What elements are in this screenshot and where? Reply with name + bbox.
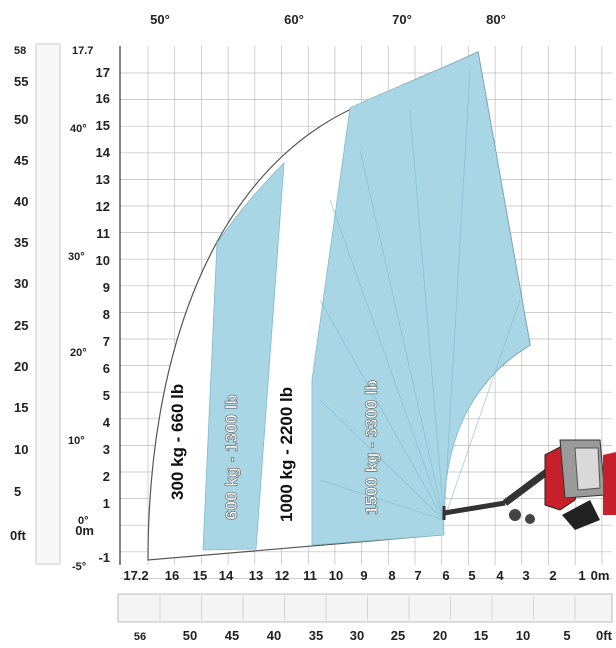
- reach-m-tick: 14: [219, 568, 234, 583]
- height-m-tick: 4: [103, 415, 111, 430]
- height-m-tick: 2: [103, 469, 110, 484]
- height-ft-tick: 0ft: [10, 528, 27, 543]
- angle-label-side: 0°: [78, 515, 89, 527]
- height-m-tick: 10: [96, 253, 110, 268]
- height-ft-tick: 40: [14, 194, 28, 209]
- height-m-tick: 17.7: [72, 45, 93, 57]
- height-m-tick: 12: [96, 199, 110, 214]
- zone-label-1000kg: 1000 kg - 2200 lb: [277, 387, 296, 522]
- angle-label-side: 10°: [68, 435, 85, 447]
- zone-1500kg: [311, 51, 531, 546]
- zone-label-1500kg: 1500 kg - 3300 lb: [362, 380, 381, 515]
- height-ft-tick: 58: [14, 45, 26, 57]
- angle-label-side: 40°: [70, 123, 87, 135]
- height-ft-bar: [35, 43, 61, 565]
- height-ft-tick: 10: [14, 442, 28, 457]
- height-ft-tick: 50: [14, 112, 28, 127]
- reach-m-tick: 8: [388, 568, 395, 583]
- height-ft-tick: 45: [14, 153, 28, 168]
- reach-m-tick: 15: [193, 568, 207, 583]
- height-ft-tick: 20: [14, 359, 28, 374]
- reach-m-tick: 16: [165, 568, 179, 583]
- zone-600kg: [202, 161, 285, 551]
- angle-label-top: 70°: [392, 12, 412, 27]
- envelope-rays: [319, 69, 521, 521]
- reach-m-tick: 3: [522, 568, 529, 583]
- reach-ft-tick: 20: [433, 628, 447, 643]
- angle-label-top: 60°: [284, 12, 304, 27]
- height-m-tick: 11: [96, 226, 110, 241]
- reach-m-tick: 9: [360, 568, 367, 583]
- height-m-tick: 15: [96, 118, 110, 133]
- reach-m-tick: 11: [303, 568, 317, 583]
- height-ft-tick: 25: [14, 318, 28, 333]
- reach-m-tick: 17.2: [123, 568, 148, 583]
- reach-ft-tick: 56: [134, 631, 146, 643]
- reach-ft-tick: 45: [225, 628, 239, 643]
- reach-m-tick: 0m: [591, 568, 610, 583]
- reach-ft-tick: 5: [563, 628, 570, 643]
- height-m-tick: -1: [98, 550, 110, 565]
- angle-label-top: 80°: [486, 12, 506, 27]
- angle-label-side: -5°: [72, 561, 86, 573]
- reach-ft-tick: 30: [350, 628, 364, 643]
- reach-m-tick: 6: [442, 568, 449, 583]
- height-ft-tick: 5: [14, 484, 21, 499]
- height-ft-tick: 55: [14, 74, 28, 89]
- height-m-tick: 0m: [75, 523, 94, 538]
- height-m-tick: 7: [103, 334, 110, 349]
- height-m-tick: 16: [96, 91, 110, 106]
- height-m-tick: 1: [103, 496, 110, 511]
- reach-ft-tick: 40: [267, 628, 281, 643]
- reach-ft-tick: 25: [391, 628, 405, 643]
- height-m-tick: 8: [103, 307, 110, 322]
- reach-ft-tick: 0ft: [596, 628, 613, 643]
- reach-ft-tick: 35: [309, 628, 323, 643]
- reach-ft-bar: [117, 593, 613, 623]
- reach-m-tick: 4: [496, 568, 504, 583]
- height-m-tick: 17: [96, 65, 110, 80]
- reach-ft-tick: 10: [516, 628, 530, 643]
- height-m-tick: 3: [103, 442, 110, 457]
- zone-label-600kg: 600 kg - 1300 lb: [222, 394, 241, 520]
- height-m-tick: 13: [96, 172, 110, 187]
- angle-label-side: 20°: [70, 347, 87, 359]
- height-m-tick: 9: [103, 280, 110, 295]
- height-ft-tick: 15: [14, 400, 28, 415]
- reach-m-tick: 2: [549, 568, 556, 583]
- height-ft-tick: 30: [14, 276, 28, 291]
- telehandler-machine: [442, 439, 616, 530]
- height-m-tick: 14: [96, 145, 111, 160]
- reach-m-tick: 1: [578, 568, 585, 583]
- reach-ft-tick: 15: [474, 628, 488, 643]
- height-m-tick: 6: [103, 361, 110, 376]
- zone-label-300kg: 300 kg - 660 lb: [168, 384, 187, 500]
- reach-m-tick: 5: [468, 568, 475, 583]
- reach-m-tick: 10: [329, 568, 343, 583]
- reach-ft-tick: 50: [183, 628, 197, 643]
- angle-label-side: 30°: [68, 251, 85, 263]
- reach-m-tick: 7: [414, 568, 421, 583]
- angle-label-top: 50°: [150, 12, 170, 27]
- reach-m-tick: 13: [249, 568, 263, 583]
- height-m-tick: 5: [103, 388, 110, 403]
- reach-m-tick: 12: [275, 568, 289, 583]
- height-ft-tick: 35: [14, 235, 28, 250]
